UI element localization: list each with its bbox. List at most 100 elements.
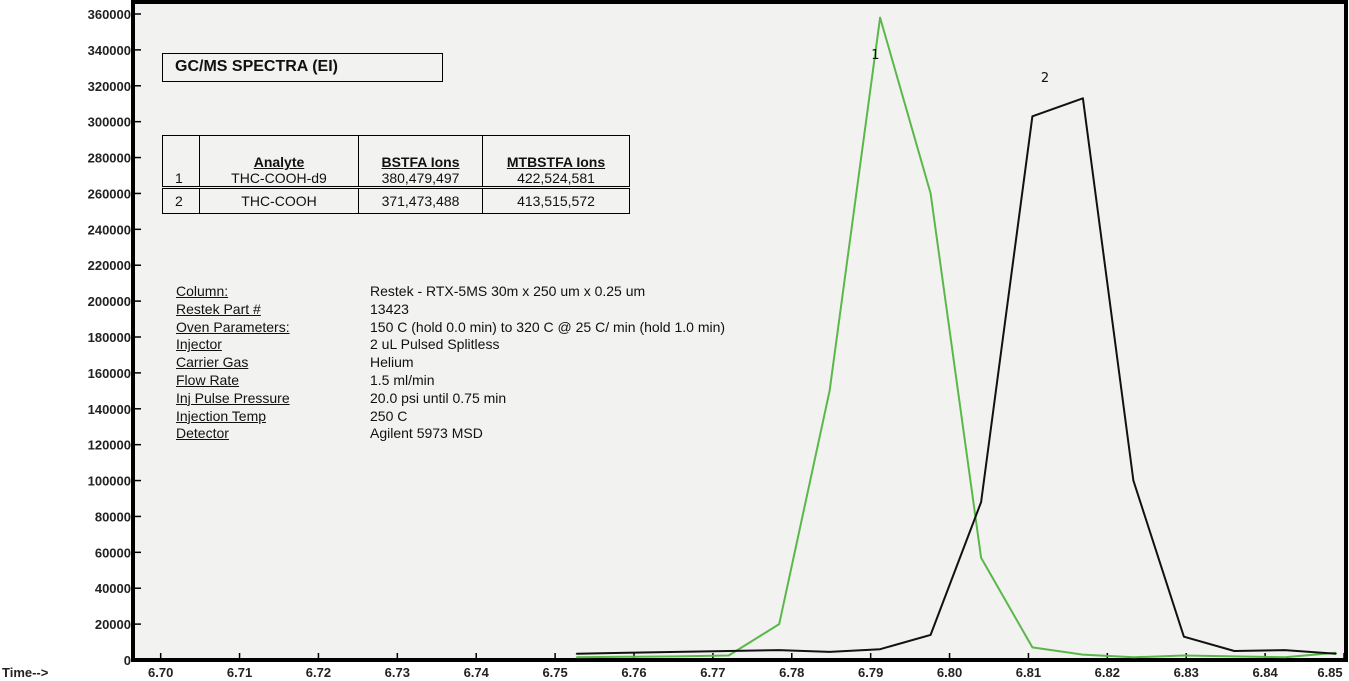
series-line-1 <box>576 16 1337 659</box>
y-tick-label: 40000 <box>95 581 131 596</box>
param-key: Injection Temp <box>176 407 267 424</box>
y-tick-label: 280000 <box>88 151 131 166</box>
data-point <box>1132 479 1134 482</box>
y-tick-label: 320000 <box>88 79 131 94</box>
table-cell: 380,479,497 <box>381 170 460 186</box>
peak-annotations: 12 <box>871 48 1049 86</box>
table-row-number: 1 <box>162 135 200 189</box>
param-key: Flow Rate <box>176 371 240 388</box>
data-point <box>980 557 982 559</box>
header-mtbstfa-ions: MTBSTFA Ions <box>506 154 606 170</box>
data-point <box>1284 649 1286 651</box>
data-point <box>626 656 628 658</box>
data-point <box>930 634 932 636</box>
data-point <box>1082 654 1084 656</box>
peak-label: 2 <box>1041 71 1049 86</box>
table-cell: 371,473,488 <box>358 187 483 214</box>
param-value: 1.5 ml/min <box>370 371 435 388</box>
y-tick-label: 180000 <box>88 330 131 345</box>
param-value: 13423 <box>370 300 409 317</box>
y-tick-label: 360000 <box>88 7 131 22</box>
x-tick-label: 6.80 <box>937 665 962 680</box>
x-tick-label: 6.77 <box>700 665 725 680</box>
param-value: Restek - RTX-5MS 30m x 250 um x 0.25 um <box>370 283 646 299</box>
data-point <box>1183 636 1185 638</box>
series-group <box>575 16 1337 659</box>
peak-label: 1 <box>871 48 879 63</box>
y-tick-label: 0 <box>124 653 131 668</box>
y-tick-label: 240000 <box>88 222 131 237</box>
data-point <box>1082 97 1084 99</box>
y-tick-label: 160000 <box>88 366 131 381</box>
ions-table: 1 Analyte THC-COOH-d9 BSTFA Ions 380,479,4… <box>162 135 630 214</box>
y-tick-label: 340000 <box>88 43 131 58</box>
y-tick-label: 100000 <box>88 474 131 489</box>
y-tick-label: 60000 <box>95 545 131 560</box>
y-tick-label: 20000 <box>95 617 131 632</box>
param-key: Restek Part # <box>176 300 261 317</box>
data-point <box>1183 654 1185 657</box>
data-point <box>626 652 628 654</box>
y-tick-label: 260000 <box>88 186 131 201</box>
x-tick-label: 6.81 <box>1016 665 1041 680</box>
data-point <box>676 655 678 658</box>
data-point <box>1132 656 1134 658</box>
x-tick-label: 6.85 <box>1317 665 1342 680</box>
x-tick-label: 6.79 <box>858 665 883 680</box>
x-tick-label: 6.73 <box>385 665 410 680</box>
x-tick-label: 6.82 <box>1095 665 1120 680</box>
table-cell: 422,524,581 <box>517 170 595 186</box>
data-point <box>1284 656 1286 658</box>
data-point <box>1233 655 1235 658</box>
data-point <box>728 654 730 657</box>
x-tick-label: 6.70 <box>148 665 173 680</box>
param-key: Detector <box>176 425 229 442</box>
data-point <box>829 651 831 653</box>
x-tick-label: 6.71 <box>227 665 252 680</box>
param-value: Helium <box>370 354 414 371</box>
param-key: Injector <box>176 336 222 353</box>
y-tick-label: 80000 <box>95 509 131 524</box>
header-bstfa-ions: BSTFA Ions <box>381 154 460 170</box>
data-point <box>930 192 932 195</box>
x-tick-label: 6.84 <box>1252 665 1278 680</box>
plot-area <box>131 0 1348 662</box>
data-point <box>676 651 678 653</box>
data-point <box>1031 646 1033 649</box>
x-tick-label: 6.72 <box>306 665 331 680</box>
param-key: Column: <box>176 283 229 299</box>
y-tick-label: 120000 <box>88 438 131 453</box>
chart-title-box: GC/MS SPECTRA (EI) <box>162 53 443 82</box>
param-key: Inj Pulse Pressure <box>176 389 290 406</box>
data-point <box>778 649 780 651</box>
data-point <box>829 390 831 392</box>
table-row-number: 2 <box>162 187 200 214</box>
data-point <box>879 16 881 19</box>
y-axis: 0 20000 40000 60000 80000 100000 120000 140000 1… <box>88 7 141 668</box>
data-point <box>728 650 730 652</box>
y-tick-label: 300000 <box>88 115 131 130</box>
param-key: Carrier Gas <box>176 354 249 371</box>
y-tick-label: 200000 <box>88 294 131 309</box>
param-value: 2 uL Pulsed Splitless <box>370 336 500 353</box>
table-cell: 413,515,572 <box>482 187 630 214</box>
data-point <box>879 648 881 650</box>
param-key: Oven Parameters: <box>176 318 290 335</box>
data-point <box>1335 653 1337 655</box>
data-point <box>980 501 982 503</box>
data-point <box>1031 115 1033 117</box>
param-value: 150 C (hold 0.0 min) to 320 C @ 25 C/ mi… <box>370 318 726 335</box>
x-tick-label: 6.74 <box>464 665 490 680</box>
table-cell: THC-COOH <box>199 187 359 214</box>
param-value: 250 C <box>370 407 408 424</box>
series-line-2 <box>576 97 1337 655</box>
data-point <box>1233 650 1235 652</box>
data-point <box>575 656 578 658</box>
x-axis-label: Time--> <box>2 665 49 680</box>
y-tick-label: 220000 <box>88 258 131 273</box>
header-analyte: Analyte <box>253 154 305 170</box>
data-point <box>575 653 578 655</box>
data-point <box>778 623 780 625</box>
x-tick-label: 6.75 <box>542 665 567 680</box>
